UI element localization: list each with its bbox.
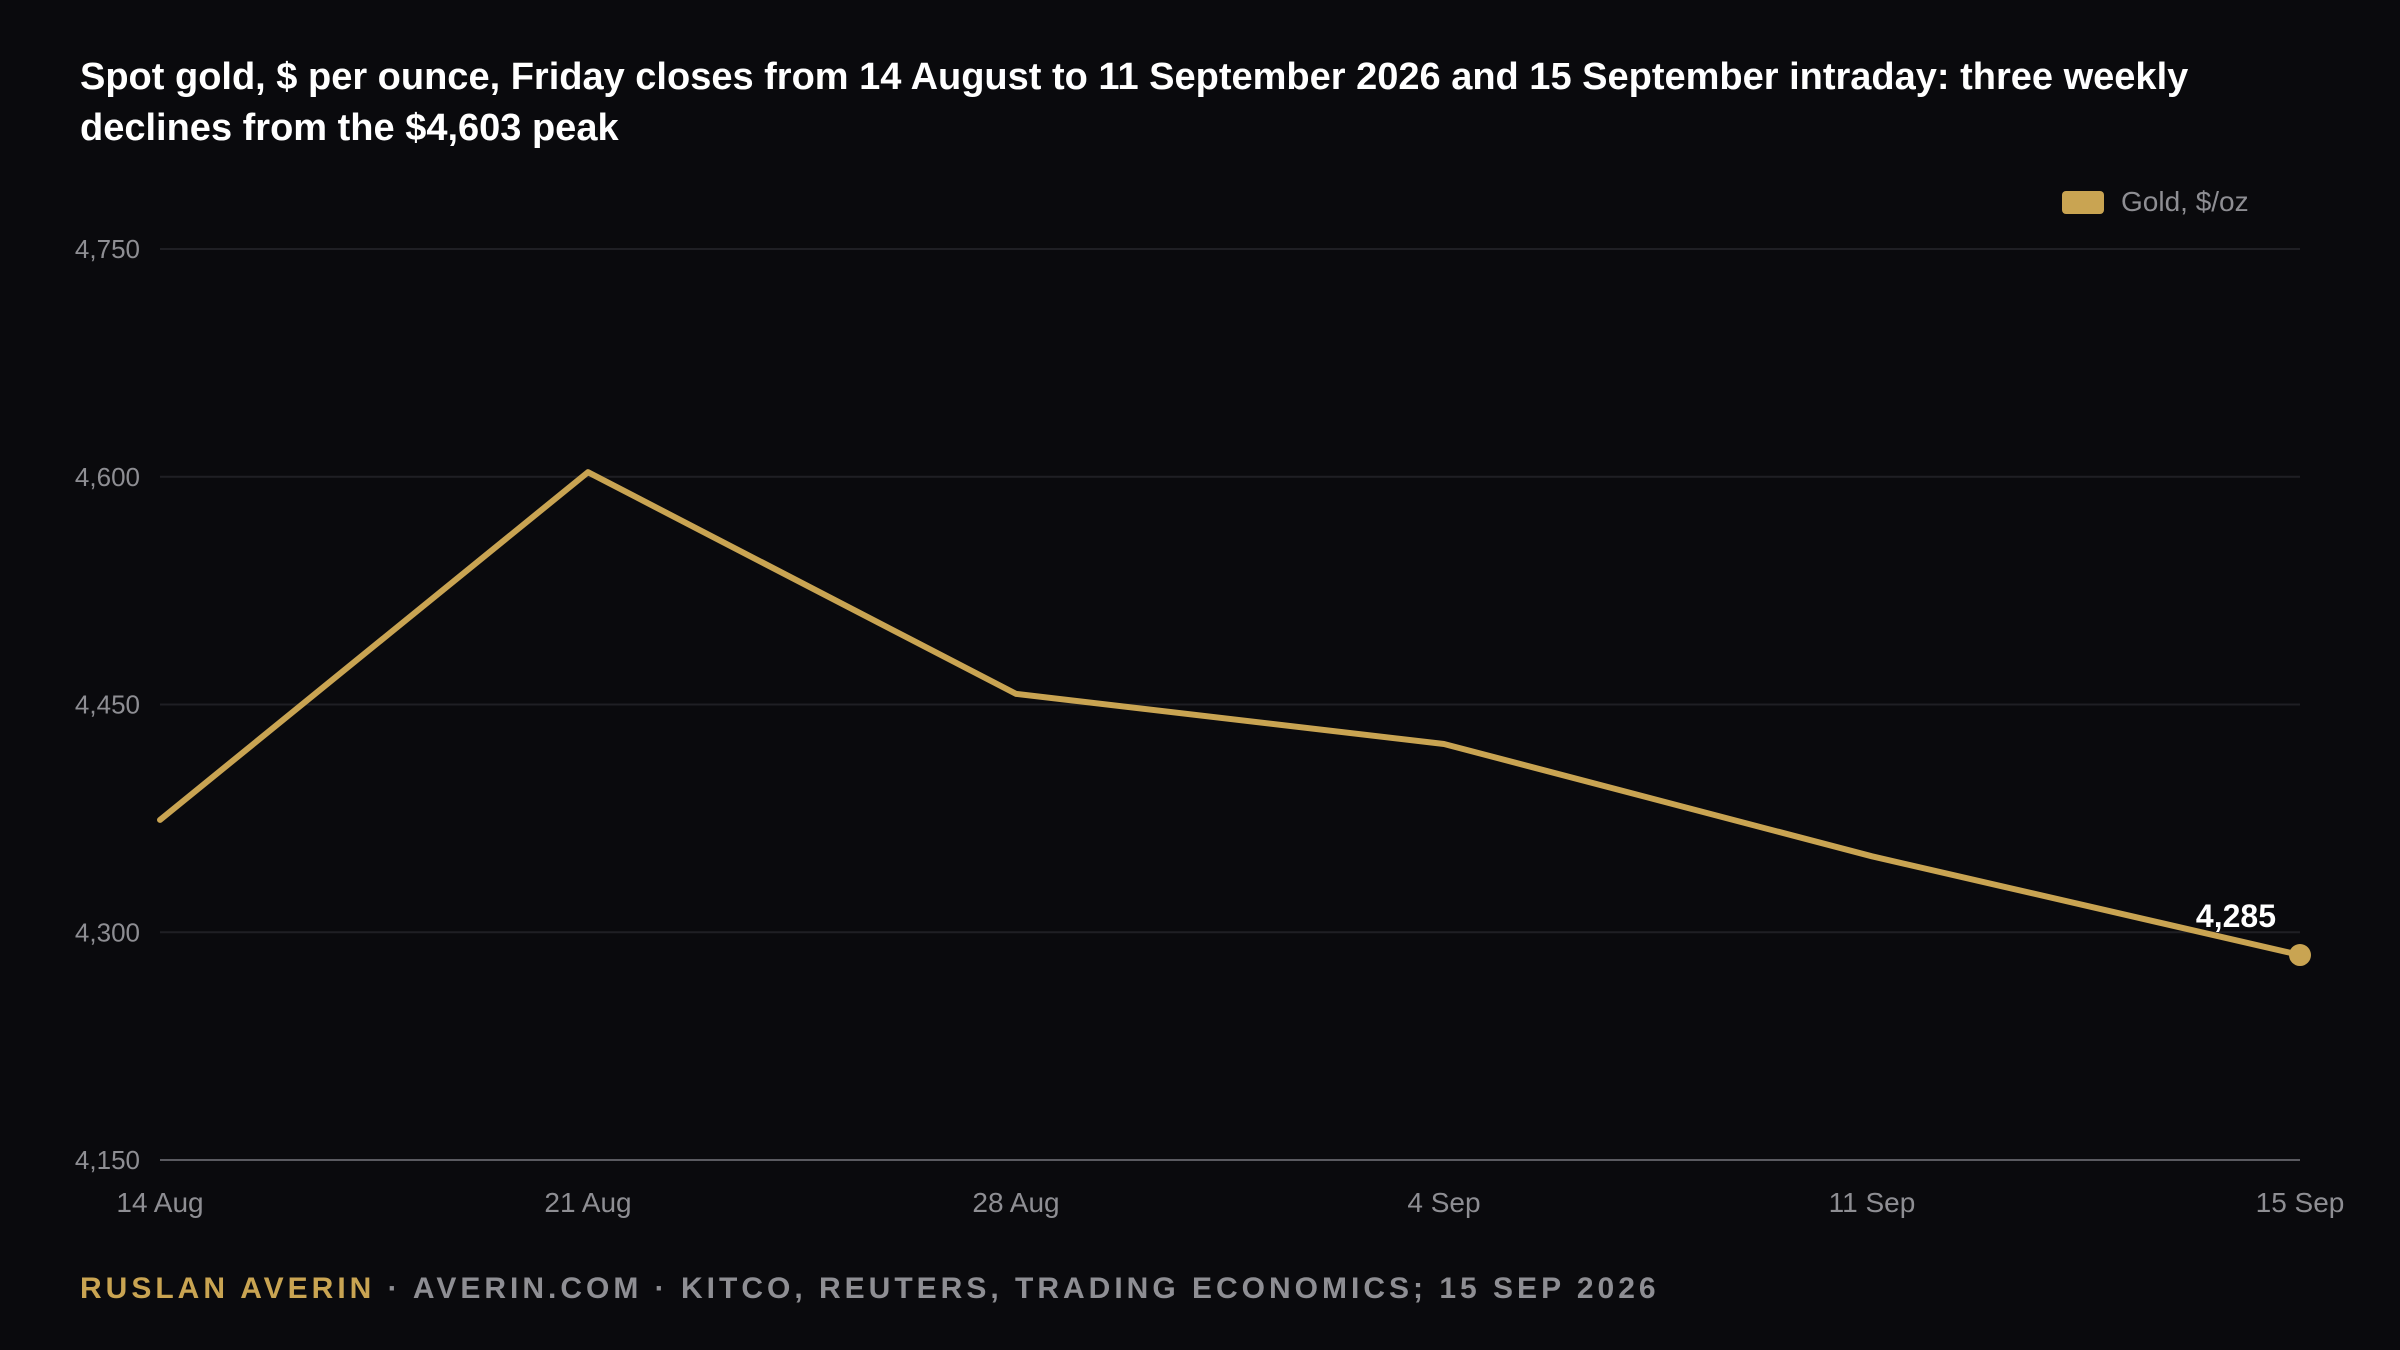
gridlines	[160, 248, 2300, 934]
y-tick-label: 4,300	[75, 917, 140, 947]
x-tick-label: 4 Sep	[1407, 1187, 1480, 1218]
y-tick-label: 4,750	[75, 234, 140, 264]
y-tick-label: 4,450	[75, 690, 140, 720]
chart-title: Spot gold, $ per ounce, Friday closes fr…	[80, 56, 2189, 149]
y-tick-label: 4,600	[75, 462, 140, 492]
x-tick-label: 15 Sep	[2256, 1187, 2345, 1218]
legend-label: Gold, $/oz	[2121, 186, 2249, 217]
series-gold	[157, 469, 2303, 959]
footer-credit: RUSLAN AVERIN · AVERIN.COM · KITCO, REUT…	[80, 1272, 1660, 1306]
x-tick-label: 14 Aug	[116, 1187, 203, 1218]
end-point-marker	[2289, 944, 2311, 967]
x-tick-label: 21 Aug	[544, 1187, 631, 1218]
legend[interactable]: Gold, $/oz	[2062, 186, 2249, 217]
series-line-gold	[157, 469, 2303, 959]
y-tick-label: 4,150	[75, 1145, 140, 1175]
x-axis-tick-labels: 14 Aug 21 Aug 28 Aug 4 Sep 11 Sep 15 Sep	[116, 1187, 2344, 1218]
footer-sources: · AVERIN.COM · KITCO, REUTERS, TRADING E…	[375, 1272, 1660, 1305]
x-tick-label: 11 Sep	[1829, 1187, 1916, 1218]
end-value-label: 4,285	[2196, 898, 2276, 934]
y-axis-tick-labels: 4,150 4,300 4,450 4,600 4,750	[75, 234, 140, 1175]
footer-author: RUSLAN AVERIN	[80, 1272, 376, 1305]
annotations: 4,285	[2196, 898, 2311, 967]
legend-swatch	[2062, 191, 2104, 214]
x-tick-label: 28 Aug	[972, 1187, 1059, 1218]
